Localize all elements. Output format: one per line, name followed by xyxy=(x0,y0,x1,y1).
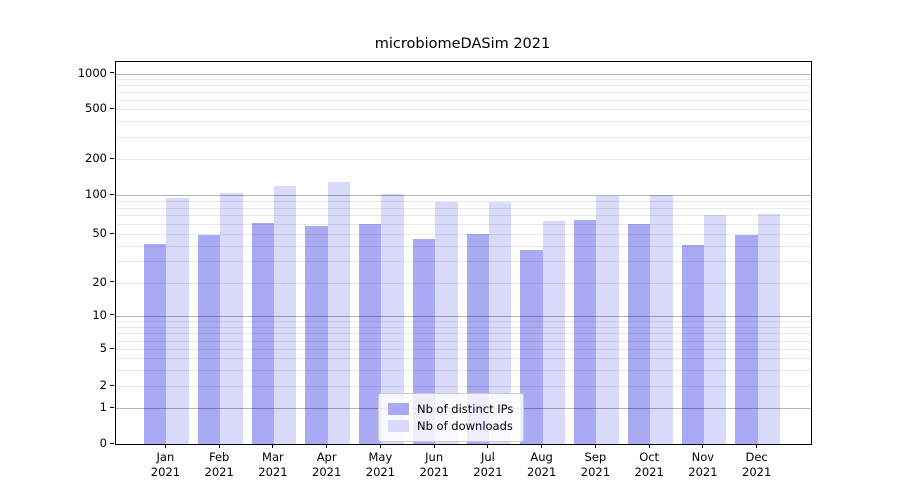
x-tick-mark-jul xyxy=(487,444,489,448)
x-tick-mark-nov xyxy=(702,444,704,448)
y-tick-label-1: 1 xyxy=(99,400,107,415)
y-tick-label-0: 0 xyxy=(99,436,107,450)
x-tick-label-sep: Sep 2021 xyxy=(580,450,611,479)
y-tick-label-5: 5 xyxy=(99,341,107,356)
bar-downloads-jun xyxy=(435,202,458,444)
x-tick-mark-feb xyxy=(218,444,220,448)
x-tick-label-jun: Jun 2021 xyxy=(419,450,449,479)
bar-downloads-apr xyxy=(327,182,351,444)
plot-area: Nb of distinct IPs Nb of downloads xyxy=(115,61,812,445)
x-tick-mark-apr xyxy=(326,444,328,448)
y-tick-mark-1000 xyxy=(110,72,114,74)
y-tick-label-100: 100 xyxy=(85,187,107,202)
bar-distinct-ips-may xyxy=(359,224,382,444)
y-tick-mark-100 xyxy=(110,193,114,195)
legend: Nb of distinct IPs Nb of downloads xyxy=(378,393,525,442)
x-tick-label-jul: Jul 2021 xyxy=(473,450,503,479)
y-tick-label-500: 500 xyxy=(85,101,107,116)
y-tick-label-10: 10 xyxy=(92,307,107,322)
y-tick-mark-10 xyxy=(110,314,114,316)
y-tick-mark-1 xyxy=(110,406,114,408)
bar-downloads-mar xyxy=(273,185,297,444)
x-tick-mark-sep xyxy=(594,444,596,448)
chart-title: microbiomeDASim 2021 xyxy=(374,36,551,52)
bar-distinct-ips-jun xyxy=(412,238,436,444)
legend-entry-downloads: Nb of downloads xyxy=(388,418,513,434)
x-tick-mark-jun xyxy=(433,444,435,448)
bar-downloads-dec xyxy=(757,213,781,444)
bar-distinct-ips-mar xyxy=(251,223,274,444)
y-tick-mark-20 xyxy=(110,281,114,283)
x-tick-label-may: May 2021 xyxy=(365,450,396,479)
bar-distinct-ips-apr xyxy=(305,225,328,444)
x-tick-mark-dec xyxy=(756,444,758,448)
y-tick-label-1000: 1000 xyxy=(77,65,107,80)
y-tick-mark-0 xyxy=(110,442,114,444)
bar-distinct-ips-oct xyxy=(627,224,651,444)
legend-entry-distinct-ips: Nb of distinct IPs xyxy=(388,401,513,417)
bar-distinct-ips-sep xyxy=(574,219,597,444)
y-tick-mark-200 xyxy=(110,157,114,159)
x-tick-label-dec: Dec 2021 xyxy=(742,450,772,479)
legend-swatch-downloads xyxy=(388,420,409,432)
x-tick-label-oct: Oct 2021 xyxy=(634,450,664,479)
x-tick-mark-jan xyxy=(164,444,166,448)
x-tick-label-feb: Feb 2021 xyxy=(204,450,234,479)
y-tick-mark-5 xyxy=(110,347,114,349)
bar-downloads-feb xyxy=(220,193,243,444)
bar-downloads-nov xyxy=(703,215,727,444)
y-tick-label-2: 2 xyxy=(99,378,107,392)
bar-downloads-aug xyxy=(542,221,566,444)
legend-label-distinct-ips: Nb of distinct IPs xyxy=(417,402,514,416)
bar-downloads-sep xyxy=(596,196,619,444)
y-tick-label-200: 200 xyxy=(85,151,107,166)
y-tick-label-50: 50 xyxy=(92,226,107,241)
y-tick-mark-500 xyxy=(110,107,114,109)
bars-layer xyxy=(116,62,811,444)
bar-downloads-jul xyxy=(488,202,512,444)
bar-distinct-ips-aug xyxy=(520,250,543,444)
x-tick-label-mar: Mar 2021 xyxy=(258,450,288,479)
bar-downloads-jan xyxy=(166,198,189,444)
x-tick-label-nov: Nov 2021 xyxy=(688,450,718,479)
x-tick-mark-may xyxy=(379,444,381,448)
x-tick-mark-oct xyxy=(648,444,650,448)
x-tick-mark-mar xyxy=(272,444,274,448)
y-tick-mark-50 xyxy=(110,232,114,234)
bar-distinct-ips-feb xyxy=(197,235,221,444)
bar-distinct-ips-nov xyxy=(681,244,704,444)
bar-distinct-ips-jan xyxy=(144,243,167,444)
bar-downloads-oct xyxy=(650,195,673,444)
x-tick-label-apr: Apr 2021 xyxy=(312,450,342,479)
x-tick-mark-aug xyxy=(541,444,543,448)
y-tick-mark-2 xyxy=(110,384,114,386)
y-tick-label-20: 20 xyxy=(92,274,107,289)
x-tick-label-jan: Jan 2021 xyxy=(150,450,181,479)
legend-label-downloads: Nb of downloads xyxy=(417,419,513,433)
bar-distinct-ips-dec xyxy=(735,235,758,444)
legend-swatch-distinct-ips xyxy=(388,403,409,415)
bar-distinct-ips-jul xyxy=(466,234,489,444)
x-tick-label-aug: Aug 2021 xyxy=(527,450,557,479)
bar-downloads-may xyxy=(381,194,404,444)
